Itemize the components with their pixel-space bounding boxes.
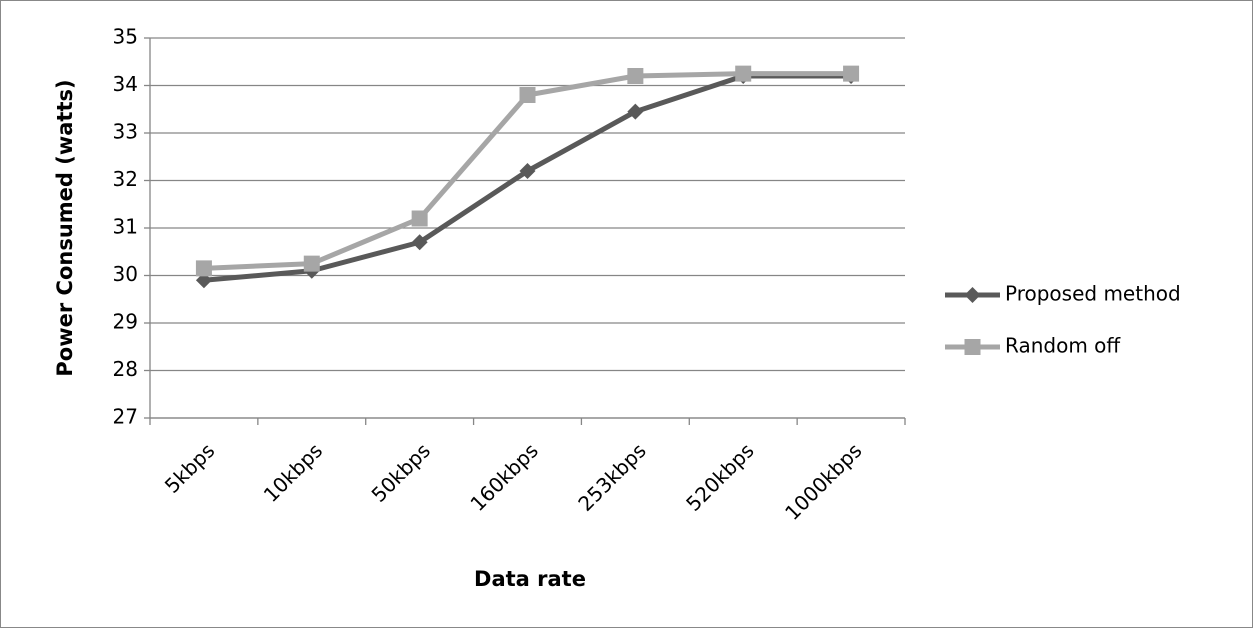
point-marker [843,65,860,82]
y-tick-label: 28 [113,357,138,381]
legend-label: Random off [1005,334,1121,358]
point-marker [411,210,428,227]
x-axis-title: Data rate [474,567,586,591]
point-marker [303,255,320,272]
legend-label: Proposed method [1005,282,1181,306]
y-tick-label: 31 [113,215,138,239]
y-tick-label: 32 [113,167,138,191]
legend-marker [964,287,981,303]
y-tick-label: 35 [113,25,138,49]
y-tick-label: 29 [113,310,138,334]
point-marker [627,68,644,84]
point-marker [627,103,644,120]
point-marker [411,234,428,251]
point-marker [519,163,536,179]
point-marker [519,87,536,103]
y-tick-label: 27 [113,405,138,429]
y-tick-label: 34 [113,72,138,96]
point-marker [195,260,212,277]
point-marker [735,65,752,82]
y-axis-title: Power Consumed (watts) [53,79,77,376]
y-tick-label: 33 [113,120,138,144]
legend-marker [964,339,981,355]
y-tick-label: 30 [113,262,138,286]
